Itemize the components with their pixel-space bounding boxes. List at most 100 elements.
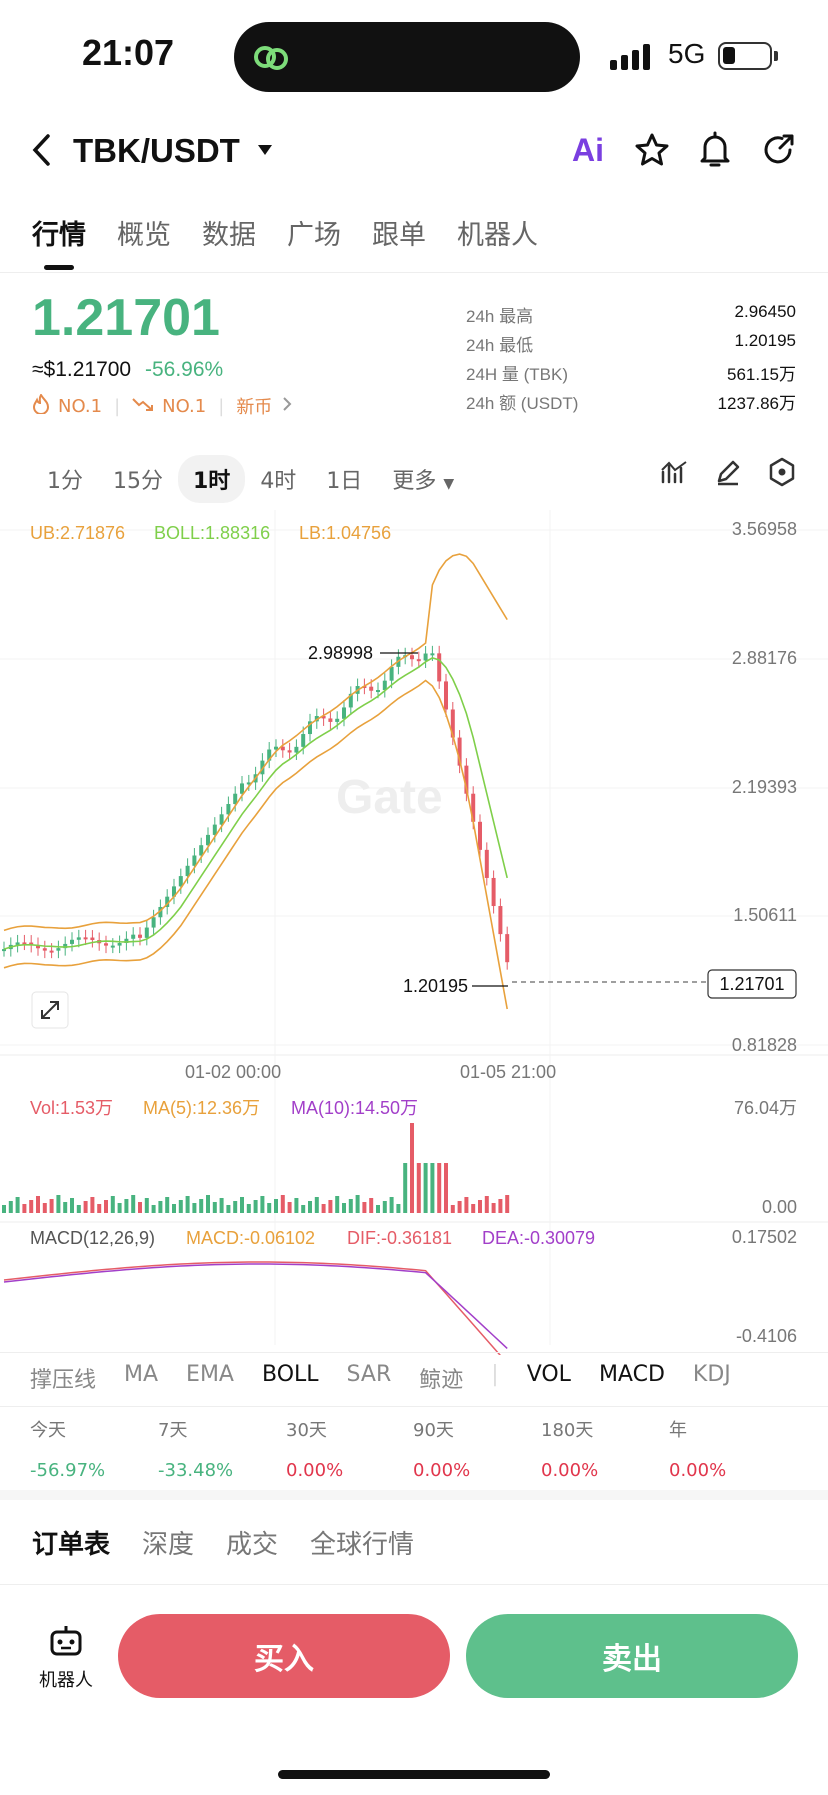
bell-icon[interactable] [697,130,733,174]
ind-support[interactable]: 撑压线 [30,1368,97,1393]
tab-depth[interactable]: 深度 [142,1530,195,1560]
volume-bar [335,1196,340,1213]
chevron-right-icon[interactable] [280,395,294,418]
badge-hot[interactable]: NO.1 [58,395,103,417]
ind-macd[interactable]: MACD [598,1362,665,1387]
dynamic-island [234,22,580,92]
candle [321,716,326,719]
draw-pen-icon[interactable] [714,458,742,490]
volume-bar [301,1205,306,1213]
perf-item: 7天 -33.48% [158,1416,233,1481]
ind-boll[interactable]: BOLL [261,1362,319,1387]
volume-bar [138,1202,142,1213]
divider [0,272,828,273]
stat-label: 24h 额 (USDT) [466,394,579,413]
badge-new[interactable]: 新币 [236,397,273,418]
volume-bar [22,1204,27,1213]
stat-value: 1.20195 [734,331,796,350]
caret-down-icon[interactable] [256,142,274,161]
ind-sar[interactable]: SAR [346,1362,392,1387]
macd-title: MACD(12,26,9) [30,1228,155,1248]
candle [22,942,27,945]
candlestick-chart[interactable]: Gate UB:2.71876 BOLL:1.88316 LB:1.04756 … [0,510,828,1355]
perf-label: 7天 [158,1420,188,1441]
ind-kdj[interactable]: KDJ [692,1362,731,1387]
perf-value: -33.48% [158,1460,234,1481]
dif-line [3,1261,501,1355]
candle [246,782,251,785]
stat-value: 1237.86万 [717,394,796,413]
badge-separator: | [114,395,121,417]
pair-title[interactable]: TBK/USDT [73,132,240,169]
volume-bar [450,1205,455,1213]
candle [219,814,224,825]
vol-label: Vol:1.53万 [30,1098,113,1118]
sell-button[interactable]: 卖出 [466,1614,798,1698]
stat-row: 24h 最低 1.20195 [466,331,796,360]
back-icon[interactable] [30,132,54,172]
tab-market[interactable]: 行情 [32,220,86,251]
badge-loser[interactable]: NO.1 [162,395,207,417]
volume-bar [410,1123,414,1213]
ind-ma[interactable]: MA [124,1362,159,1387]
link-app-icon [252,38,292,82]
tab-data[interactable]: 数据 [202,220,256,251]
candle [165,896,170,907]
volume-bar [144,1198,149,1213]
volume-bar [192,1203,197,1213]
volume-bar [348,1199,353,1213]
interval-1d[interactable]: 1日 [326,469,363,494]
candle [192,855,197,866]
buy-button[interactable]: 买入 [118,1614,450,1698]
volume-bar [294,1198,299,1213]
interval-4h[interactable]: 4时 [260,469,297,494]
settings-hex-icon[interactable] [767,457,797,491]
stat-label: 24H 量 (TBK) [466,365,569,384]
macd-label: MACD:-0.06102 [186,1228,315,1248]
volume-bar [416,1163,421,1213]
volume-bar [36,1196,40,1213]
tab-orderbook[interactable]: 订单表 [32,1530,111,1560]
perf-value: 0.00% [413,1460,471,1481]
tab-bot[interactable]: 机器人 [457,220,538,251]
tab-trades[interactable]: 成交 [226,1530,279,1560]
low-marker-label: 1.20195 [403,976,468,996]
candle [206,834,210,846]
ub-label: UB:2.71876 [30,523,125,543]
volume-bar [389,1197,394,1213]
candle [471,793,476,822]
volume-bar [15,1197,20,1213]
volume-bar [464,1197,469,1213]
chart-grid [0,510,828,1345]
stat-row: 24h 额 (USDT) 1237.86万 [466,389,796,418]
volume-bar [56,1195,61,1213]
ai-icon[interactable]: Ai [572,132,604,168]
candle [104,943,108,946]
divider [0,1352,828,1353]
interval-1h[interactable]: 1时 [178,455,246,503]
tab-overview[interactable]: 概览 [117,220,171,251]
candle [369,686,374,691]
volume-bar [83,1201,88,1213]
ind-ema[interactable]: EMA [186,1362,234,1387]
candles [2,645,510,970]
interval-15m[interactable]: 15分 [113,469,163,494]
tab-global[interactable]: 全球行情 [310,1530,415,1560]
interval-more[interactable]: 更多 ▼ [377,455,469,503]
volume-bar [165,1197,170,1213]
candle [301,734,306,747]
share-icon[interactable] [760,132,796,172]
volume-bar [355,1195,360,1213]
ind-vol[interactable]: VOL [526,1362,571,1387]
y-tick: 2.88176 [732,648,797,668]
bot-button[interactable]: 机器人 [34,1624,98,1692]
indicator-icon[interactable] [660,458,688,490]
lb-line [3,679,508,1010]
candle [233,793,238,805]
tab-copytrade[interactable]: 跟单 [372,220,426,251]
star-icon[interactable] [634,132,670,172]
interval-1m[interactable]: 1分 [47,469,83,494]
tab-square[interactable]: 广场 [287,220,341,251]
ind-whale[interactable]: 鲸迹 [419,1368,464,1393]
volume-bar [382,1201,387,1213]
